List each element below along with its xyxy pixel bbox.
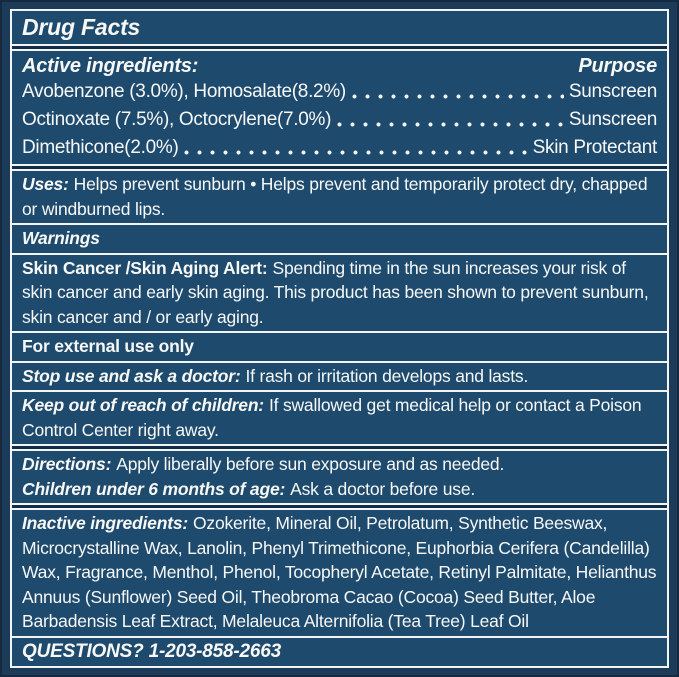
active-ingredients-heading: Active ingredients: bbox=[22, 55, 199, 77]
ingredient-purpose: Skin Protectant bbox=[532, 137, 658, 158]
ingredient-purpose: Sunscreen bbox=[568, 81, 657, 102]
purpose-heading: Purpose bbox=[578, 55, 657, 77]
ingredient-name: Octinoxate (7.5%), Octocrylene(7.0%) bbox=[22, 109, 332, 130]
dot-leader bbox=[333, 106, 564, 134]
warnings-paragraph: Warnings bbox=[22, 226, 657, 251]
keep-out-heading: Keep out of reach of children: bbox=[22, 395, 264, 415]
section-divider bbox=[12, 223, 667, 225]
stop-use-section: Stop use and ask a doctor: If rash or irr… bbox=[12, 363, 667, 391]
external-use-text: For external use only bbox=[22, 336, 194, 356]
skin-alert-heading: Skin Cancer /Skin Aging Alert: bbox=[22, 257, 268, 278]
ingredient-row: Avobenzone (3.0%), Homosalate(8.2%) Suns… bbox=[22, 78, 657, 106]
section-divider bbox=[12, 164, 667, 171]
section-divider bbox=[12, 503, 667, 510]
ingredient-name: Avobenzone (3.0%), Homosalate(8.2%) bbox=[22, 81, 346, 102]
ingredient-row: Dimethicone(2.0%) Skin Protectant bbox=[22, 134, 657, 162]
section-divider bbox=[12, 331, 667, 333]
section-divider bbox=[12, 44, 667, 51]
ingredient-name: Dimethicone(2.0%) bbox=[22, 137, 179, 158]
questions-section: QUESTIONS? 1-203-858-2663 bbox=[12, 638, 667, 666]
stop-use-heading: Stop use and ask a doctor: bbox=[22, 365, 241, 386]
uses-heading: Uses: bbox=[22, 174, 69, 194]
children-text: Ask a doctor before use. bbox=[290, 478, 476, 499]
drug-facts-header: Drug Facts bbox=[12, 11, 667, 44]
ingredient-purpose: Sunscreen bbox=[568, 109, 657, 130]
warnings-heading: Warnings bbox=[22, 228, 100, 248]
directions-paragraph: Directions: Apply liberally before sun ex… bbox=[22, 452, 657, 477]
directions-section: Directions: Apply liberally before sun ex… bbox=[12, 451, 667, 503]
stop-use-paragraph: Stop use and ask a doctor: If rash or irr… bbox=[22, 364, 657, 389]
uses-section: Uses: Helps prevent sunburn • Helps preve… bbox=[12, 171, 667, 223]
skin-alert-text: Spending time in the sun increases your … bbox=[22, 257, 649, 327]
dot-leader bbox=[180, 134, 528, 162]
external-use-paragraph: For external use only bbox=[22, 334, 657, 359]
stop-use-text: If rash or irritation develops and lasts… bbox=[245, 365, 529, 386]
inactive-ingredients-heading: Inactive ingredients: bbox=[22, 513, 188, 533]
section-divider bbox=[12, 252, 667, 255]
uses-text: Helps prevent sunburn • Helps prevent an… bbox=[22, 174, 648, 219]
active-ingredients-header-row: Active ingredients: Purpose bbox=[22, 54, 657, 78]
uses-paragraph: Uses: Helps prevent sunburn • Helps preve… bbox=[22, 172, 657, 221]
keep-out-section: Keep out of reach of children: If swallow… bbox=[12, 392, 667, 444]
children-paragraph: Children under 6 months of age: Ask a doc… bbox=[22, 477, 657, 502]
directions-heading: Directions: bbox=[22, 454, 112, 474]
section-divider bbox=[12, 444, 667, 451]
external-use-section: For external use only bbox=[12, 333, 667, 361]
dot-leader bbox=[347, 78, 564, 106]
keep-out-paragraph: Keep out of reach of children: If swallow… bbox=[22, 393, 657, 442]
keep-out-text: If swallowed get medical help or contact… bbox=[22, 395, 642, 440]
skin-alert-section: Skin Cancer /Skin Aging Alert: Spending t… bbox=[12, 255, 667, 332]
drug-facts-title: Drug Facts bbox=[22, 14, 141, 40]
section-divider bbox=[12, 635, 667, 638]
directions-text: Apply liberally before sun exposure and … bbox=[116, 454, 505, 474]
drug-facts-panel: Drug Facts Active ingredients: Purpose A… bbox=[10, 9, 669, 668]
skin-alert-paragraph: Skin Cancer /Skin Aging Alert: Spending t… bbox=[22, 256, 657, 330]
inactive-ingredients-text: Ozokerite, Mineral Oil, Petrolatum, Synt… bbox=[22, 513, 657, 631]
children-heading: Children under 6 months of age: bbox=[22, 478, 286, 499]
inactive-ingredients-section: Inactive ingredients: Ozokerite, Mineral … bbox=[12, 510, 667, 636]
section-divider bbox=[12, 360, 667, 363]
active-ingredients-section: Active ingredients: Purpose Avobenzone (… bbox=[12, 51, 667, 164]
section-divider bbox=[12, 390, 667, 392]
ingredient-row: Octinoxate (7.5%), Octocrylene(7.0%) Sun… bbox=[22, 106, 657, 134]
inactive-ingredients-paragraph: Inactive ingredients: Ozokerite, Mineral … bbox=[22, 511, 657, 634]
warnings-section: Warnings bbox=[12, 225, 667, 253]
questions-line: QUESTIONS? 1-203-858-2663 bbox=[22, 640, 282, 662]
